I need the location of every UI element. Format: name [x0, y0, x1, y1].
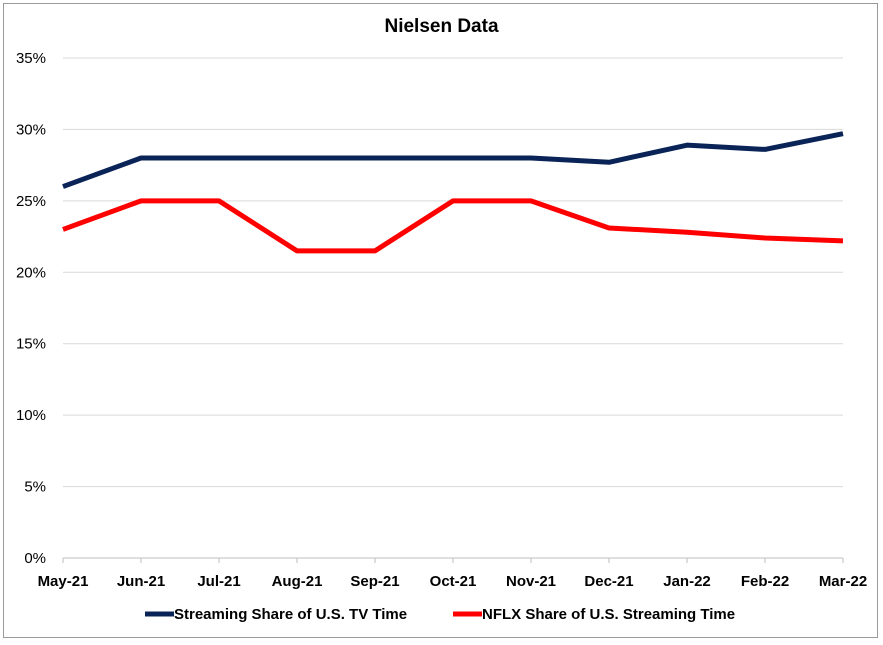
- x-tick-label: Oct-21: [430, 573, 477, 590]
- x-tick-label: Mar-22: [819, 573, 867, 590]
- x-tick-label: Dec-21: [584, 573, 633, 590]
- series-line-2: [62, 198, 844, 254]
- y-tick-label: 5%: [24, 479, 46, 496]
- x-tick-label: Jul-21: [197, 573, 240, 590]
- x-tick-label: Sep-21: [350, 573, 399, 590]
- x-tick-label: Nov-21: [506, 573, 556, 590]
- legend: Streaming Share of U.S. TV Time NFLX Shar…: [145, 606, 735, 623]
- series-lines: [62, 131, 844, 254]
- x-tick-label: Jan-22: [663, 573, 711, 590]
- x-tick-label: Jun-21: [117, 573, 165, 590]
- legend-label: NFLX Share of U.S. Streaming Time: [482, 606, 735, 623]
- legend-label: Streaming Share of U.S. TV Time: [174, 606, 407, 623]
- y-tick-label: 20%: [16, 264, 46, 281]
- y-axis-ticks: 0% 5% 10% 15% 20% 25% 30% 35%: [16, 50, 46, 567]
- y-tick-label: 10%: [16, 407, 46, 424]
- y-tick-label: 25%: [16, 193, 46, 210]
- x-tick-label: May-21: [38, 573, 89, 590]
- gridlines: [63, 57, 843, 488]
- x-axis: May-21 Jun-21 Jul-21 Aug-21 Sep-21 Oct-21 Nov-…: [38, 557, 867, 590]
- y-tick-label: 15%: [16, 336, 46, 353]
- y-tick-label: 30%: [16, 121, 46, 138]
- x-tick-label: Feb-22: [741, 573, 789, 590]
- chart-title: Nielsen Data: [384, 16, 499, 37]
- y-tick-label: 0%: [24, 550, 46, 567]
- x-tick-label: Aug-21: [272, 573, 323, 590]
- chart-frame: [3, 3, 878, 638]
- series-line-1: [62, 131, 844, 189]
- y-tick-label: 35%: [16, 50, 46, 67]
